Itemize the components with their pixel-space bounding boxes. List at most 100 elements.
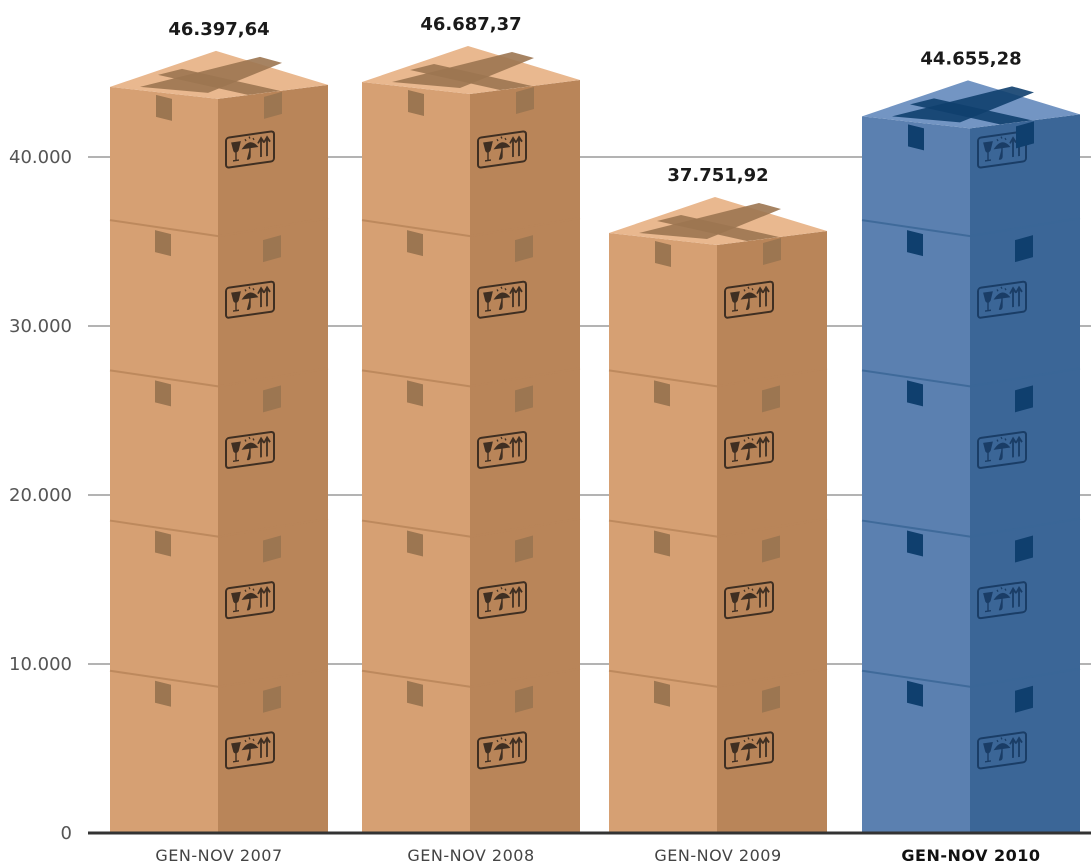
bar-1 xyxy=(109,50,329,833)
tape-tab xyxy=(407,380,423,407)
value-label: 46.687,37 xyxy=(420,14,521,35)
value-label: 37.751,92 xyxy=(667,165,768,186)
y-tick-label: 20.000 xyxy=(9,485,72,506)
tape-strip xyxy=(392,51,534,88)
x-tick-label: GEN-NOV 2010 xyxy=(901,846,1040,865)
tape-tab xyxy=(907,380,923,407)
handling-symbols-icon xyxy=(977,731,1027,770)
y-tick-label: 30.000 xyxy=(9,316,72,337)
handling-symbols-icon xyxy=(477,581,527,620)
handling-symbols-icon xyxy=(225,280,275,319)
tape-tab xyxy=(1015,385,1033,413)
tape-tab xyxy=(763,237,781,265)
handling-symbols-icon xyxy=(477,130,527,169)
box-front-face xyxy=(862,116,970,834)
box-seam xyxy=(109,367,329,388)
handling-symbols-icon xyxy=(724,581,774,620)
tape-tab xyxy=(155,530,171,557)
tape-tab xyxy=(1015,685,1033,713)
tape-strip xyxy=(639,202,781,239)
tape-tab xyxy=(907,230,923,257)
handling-symbols-icon xyxy=(225,731,275,770)
box-seam xyxy=(861,517,1081,538)
handling-symbols-icon xyxy=(477,280,527,319)
tape-tab xyxy=(655,240,671,267)
handling-symbols-icon xyxy=(225,130,275,169)
tape-tab xyxy=(155,380,171,407)
y-axis-tick-labels: 0 10.000 20.000 30.000 40.000 xyxy=(9,147,72,844)
handling-symbols-icon xyxy=(225,581,275,620)
handling-symbols-icon xyxy=(977,581,1027,620)
handling-symbols-icon xyxy=(477,430,527,469)
tape-tab xyxy=(263,685,281,713)
tape-tab xyxy=(516,86,534,114)
bar-2 xyxy=(361,45,581,833)
tape-tab xyxy=(263,385,281,413)
x-tick-label: GEN-NOV 2007 xyxy=(155,846,282,865)
handling-symbols-icon xyxy=(724,731,774,770)
box-seam xyxy=(361,517,581,538)
bar-4 xyxy=(861,80,1081,834)
box-seam xyxy=(861,217,1081,238)
tape-tab xyxy=(908,124,924,151)
box-seam xyxy=(361,667,581,688)
tape-tab xyxy=(264,91,282,119)
box-front-face xyxy=(362,81,470,833)
box-seam xyxy=(861,367,1081,388)
bar-3 xyxy=(608,196,828,833)
bars xyxy=(109,45,1081,834)
tape-strip xyxy=(140,56,282,93)
handling-symbols-icon xyxy=(724,280,774,319)
tape-tab xyxy=(762,685,780,713)
tape-tab xyxy=(155,680,171,707)
x-axis-tick-labels: GEN-NOV 2007 GEN-NOV 2008 GEN-NOV 2009 GEN-… xyxy=(155,846,1040,865)
handling-symbols-icon xyxy=(977,130,1027,169)
tape-tab xyxy=(762,385,780,413)
tape-tab xyxy=(907,530,923,557)
x-tick-label: GEN-NOV 2008 xyxy=(407,846,534,865)
tape-tab xyxy=(654,530,670,557)
box-seam xyxy=(861,667,1081,688)
box-seam xyxy=(109,217,329,238)
tape-tab xyxy=(408,89,424,116)
tape-tab xyxy=(762,535,780,563)
handling-symbols-icon xyxy=(225,430,275,469)
tape-tab xyxy=(515,385,533,413)
tape-tab xyxy=(515,535,533,563)
tape-tab xyxy=(407,530,423,557)
tape-tab xyxy=(515,235,533,263)
tape-tab xyxy=(155,230,171,257)
box-seam xyxy=(109,517,329,538)
tape-strip xyxy=(892,86,1034,123)
y-tick-label: 40.000 xyxy=(9,147,72,168)
handling-symbols-icon xyxy=(977,430,1027,469)
box-side-face xyxy=(970,114,1080,834)
tape-tab xyxy=(1016,121,1034,149)
value-label: 44.655,28 xyxy=(920,48,1021,69)
box-seam xyxy=(608,517,828,538)
box-seam xyxy=(608,367,828,388)
tape-tab xyxy=(156,94,172,121)
tape-tab xyxy=(654,380,670,407)
y-tick-label: 0 xyxy=(61,823,72,844)
value-label: 46.397,64 xyxy=(168,19,269,40)
tape-tab xyxy=(263,535,281,563)
box-seam xyxy=(361,217,581,238)
handling-symbols-icon xyxy=(977,280,1027,319)
tape-tab xyxy=(407,230,423,257)
y-tick-label: 10.000 xyxy=(9,654,72,675)
handling-symbols-icon xyxy=(724,430,774,469)
tape-tab xyxy=(654,680,670,707)
tape-tab xyxy=(407,680,423,707)
box-seam xyxy=(109,667,329,688)
tape-tab xyxy=(263,235,281,263)
handling-symbols-icon xyxy=(477,731,527,770)
box-seam xyxy=(608,667,828,688)
box-front-face xyxy=(110,86,218,833)
tape-tab xyxy=(515,685,533,713)
tape-tab xyxy=(907,680,923,707)
tape-tab xyxy=(1015,535,1033,563)
box-seam xyxy=(361,367,581,388)
value-labels: 46.397,64 46.687,37 37.751,92 44.655,28 xyxy=(168,14,1021,186)
